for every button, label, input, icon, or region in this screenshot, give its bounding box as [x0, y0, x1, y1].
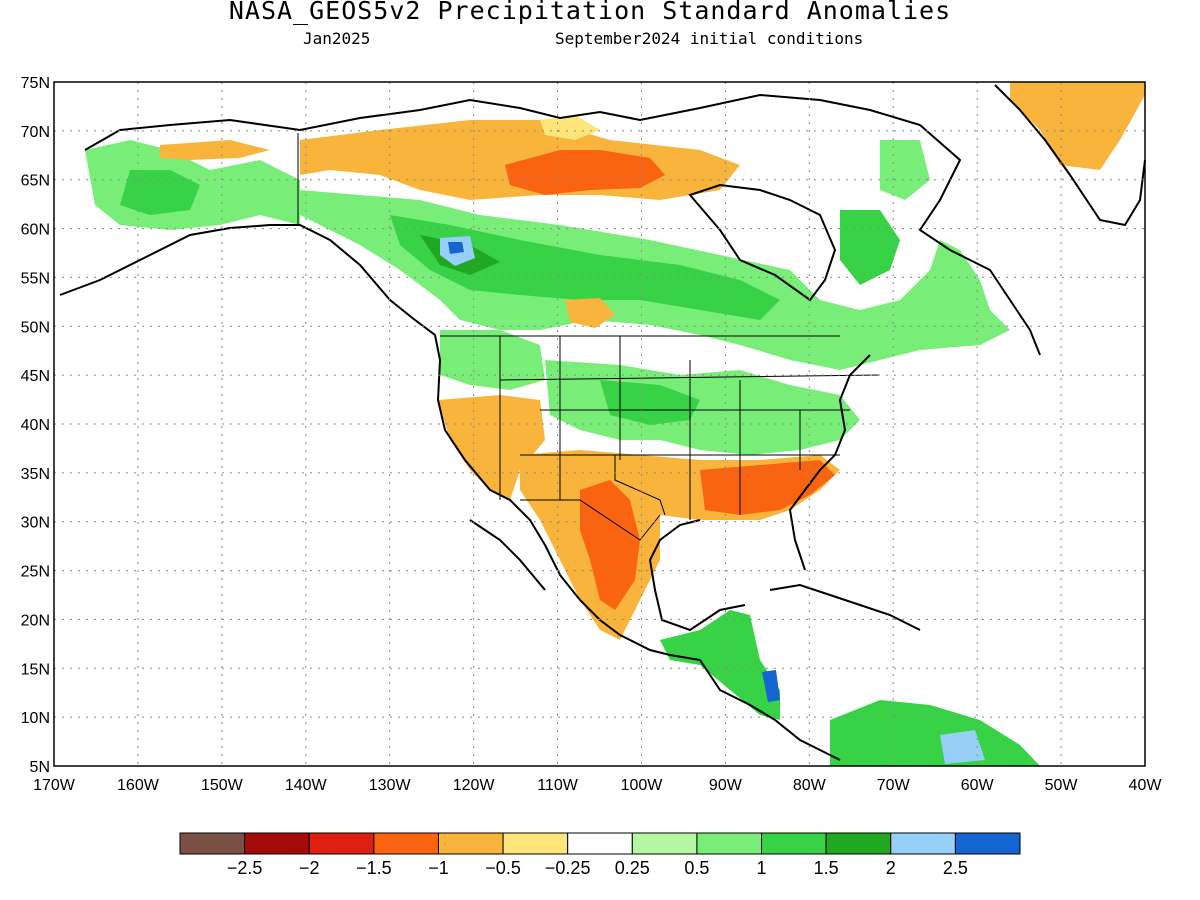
lat-label: 45N: [21, 368, 50, 385]
initial-conditions: September2024 initial conditions: [555, 29, 864, 48]
lon-label: 100W: [621, 777, 664, 794]
lon-label: 170W: [33, 777, 76, 794]
colorbar-label: −2: [299, 858, 320, 878]
lat-label: 60N: [21, 222, 50, 239]
region-us-central-wet-core: [600, 380, 700, 425]
colorbar-label: 0.25: [615, 858, 650, 878]
colorbar-label: −1.5: [356, 858, 392, 878]
colorbar-swatch: [373, 832, 439, 855]
colorbar-swatch: [825, 832, 892, 855]
lon-label: 40W: [1129, 777, 1163, 794]
region-central-america-blue: [762, 670, 780, 702]
lat-label: 25N: [21, 564, 50, 581]
colorbar-label: −1: [428, 858, 449, 878]
colorbar: −2.5 −2 −1.5 −1 −0.5 −0.25 0.25 0.5 1 1.5 2 2.5: [179, 832, 1021, 878]
region-greenland-dry: [1010, 82, 1145, 170]
lon-axis-labels: 170W 160W 150W 140W 130W 120W 110W 100W 90W 80W 70…: [33, 777, 1162, 794]
lon-label: 120W: [453, 777, 496, 794]
colorbar-swatch: [954, 832, 1021, 855]
colorbar-swatch: [244, 832, 310, 855]
lat-label: 65N: [21, 173, 50, 190]
lat-label: 20N: [21, 612, 50, 629]
map-title: NASA_GEOS5v2 Precipitation Standard Anom…: [228, 0, 952, 25]
plot-frame: [53, 81, 1146, 767]
region-alaska-dry: [160, 140, 270, 160]
region-texas-dry-core: [580, 480, 640, 610]
political-borders: [297, 133, 881, 541]
lat-label: 15N: [21, 661, 50, 678]
region-south-america-blue: [940, 730, 985, 764]
lat-label: 50N: [21, 319, 50, 336]
colorbar-swatch: [631, 832, 698, 855]
region-prairie-dry: [565, 298, 615, 328]
lon-label: 50W: [1045, 777, 1079, 794]
colorbar-swatch: [761, 832, 827, 855]
lat-label: 10N: [21, 710, 50, 727]
lat-label: 30N: [21, 515, 50, 532]
lon-label: 70W: [877, 777, 911, 794]
colorbar-label: −0.25: [545, 858, 591, 878]
colorbar-label: −0.5: [485, 858, 521, 878]
anomaly-shading: [85, 82, 1145, 766]
lon-label: 90W: [709, 777, 743, 794]
region-us-west-dry: [438, 395, 545, 500]
lat-label: 5N: [30, 759, 50, 776]
colorbar-label: 1.5: [814, 858, 839, 878]
region-south-america-wet: [830, 700, 1040, 766]
colorbar-label: 2: [886, 858, 896, 878]
lon-label: 130W: [369, 777, 412, 794]
region-central-america-wet: [660, 610, 780, 720]
lon-label: 150W: [201, 777, 244, 794]
gridlines: [54, 82, 1145, 766]
colorbar-swatch: [179, 832, 246, 855]
lat-label: 35N: [21, 466, 50, 483]
colorbar-label: 1: [757, 858, 767, 878]
colorbar-swatch: [696, 832, 763, 855]
plot-area: [53, 81, 1146, 767]
colorbar-label: 2.5: [943, 858, 968, 878]
region-arctic-dry-core: [505, 150, 665, 195]
lon-label: 140W: [285, 777, 328, 794]
lat-axis-labels: 75N 70N 65N 60N 55N 50N 45N 40N 35N 30N 25N 20N 15N 1…: [21, 75, 50, 776]
region-labrador-wet: [880, 140, 930, 200]
lon-label: 160W: [117, 777, 160, 794]
region-alaska-wet-core: [120, 170, 200, 215]
lat-label: 55N: [21, 270, 50, 287]
region-canada-light-dry: [540, 115, 600, 140]
colorbar-label: −2.5: [227, 858, 263, 878]
colorbar-swatch: [502, 832, 569, 855]
lon-label: 110W: [537, 777, 579, 794]
lon-label: 80W: [793, 777, 827, 794]
lat-label: 75N: [21, 75, 50, 92]
coastlines: [59, 84, 1146, 761]
colorbar-label: 0.5: [684, 858, 709, 878]
lon-label: 60W: [961, 777, 995, 794]
colorbar-swatch: [567, 832, 633, 855]
region-wet-dark-blue: [448, 242, 464, 254]
colorbar-swatch: [308, 832, 375, 855]
region-canada-wet-core: [390, 215, 780, 320]
colorbar-swatch: [437, 832, 504, 855]
lat-label: 40N: [21, 417, 50, 434]
colorbar-swatch: [890, 832, 956, 855]
lat-label: 70N: [21, 124, 50, 141]
region-southeast-dry-core: [700, 460, 835, 515]
valid-month: Jan2025: [303, 29, 371, 48]
